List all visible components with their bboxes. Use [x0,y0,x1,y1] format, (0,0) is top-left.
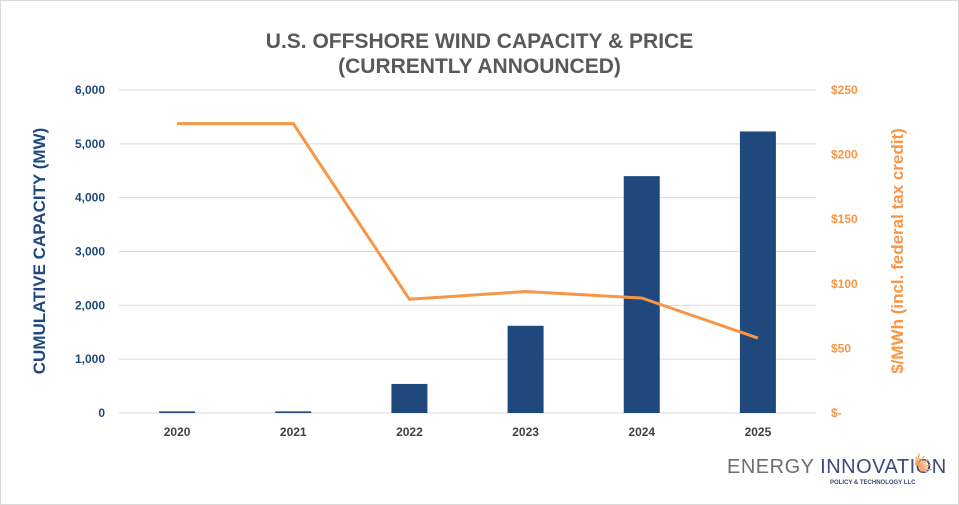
x-tick-label: 2025 [745,425,772,439]
y2-tick-label: $- [831,406,842,420]
bar-2025 [739,131,776,413]
logo-word-2: INNOVATION [820,456,947,478]
y2-tick-label: $150 [831,212,858,226]
x-tick-label: 2021 [280,425,307,439]
bar-2021 [275,411,312,413]
x-tick-label: 2024 [628,425,655,439]
x-tick-label: 2023 [512,425,539,439]
x-tick-label: 2020 [164,425,191,439]
bar-2022 [391,383,428,413]
bar-2020 [159,411,196,413]
y-tick-label: 6,000 [75,83,105,97]
y2-tick-label: $200 [831,148,858,162]
y2-tick-label: $100 [831,277,858,291]
bar-2023 [507,325,544,413]
y2-tick-label: $250 [831,83,858,97]
y2-tick-label: $50 [831,341,851,355]
logo-subtitle: POLICY & TECHNOLOGY LLC [830,480,916,486]
x-tick-label: 2022 [396,425,423,439]
price-line [177,122,759,340]
energy-innovation-logo: ENERGY INNOVATION POLICY & TECHNOLOGY LL… [727,453,947,486]
y-tick-label: 4,000 [75,191,105,205]
subtitle-line: (CURRENTLY ANNOUNCED) [338,55,621,78]
y-tick-label: 5,000 [75,137,105,151]
logo-word-1: ENERGY [727,456,815,478]
y-tick-label: 1,000 [75,352,105,366]
y-tick-label: 0 [98,406,105,420]
sunburst-icon [914,453,933,473]
y-axis-label: CUMULATIVE CAPACITY (MW) [30,128,49,374]
title-line: U.S. OFFSHORE WIND CAPACITY & PRICE [265,30,694,53]
chart-title: U.S. OFFSHORE WIND CAPACITY & PRICE (CUR… [1,29,958,79]
y2-axis-label: $/MWh (incl. federal tax credit) [888,128,907,374]
y-tick-label: 2,000 [75,298,105,312]
bar-2024 [623,176,660,413]
y-tick-label: 3,000 [75,245,105,259]
